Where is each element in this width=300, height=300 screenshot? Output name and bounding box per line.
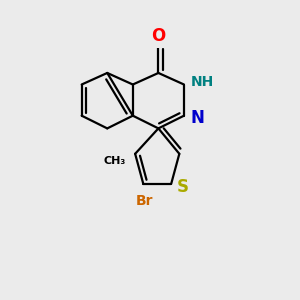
Text: N: N <box>191 109 205 127</box>
Text: Br: Br <box>136 194 153 208</box>
Text: O: O <box>151 27 166 45</box>
Text: S: S <box>177 178 189 196</box>
Text: NH: NH <box>191 75 214 89</box>
Text: CH₃: CH₃ <box>103 156 126 166</box>
